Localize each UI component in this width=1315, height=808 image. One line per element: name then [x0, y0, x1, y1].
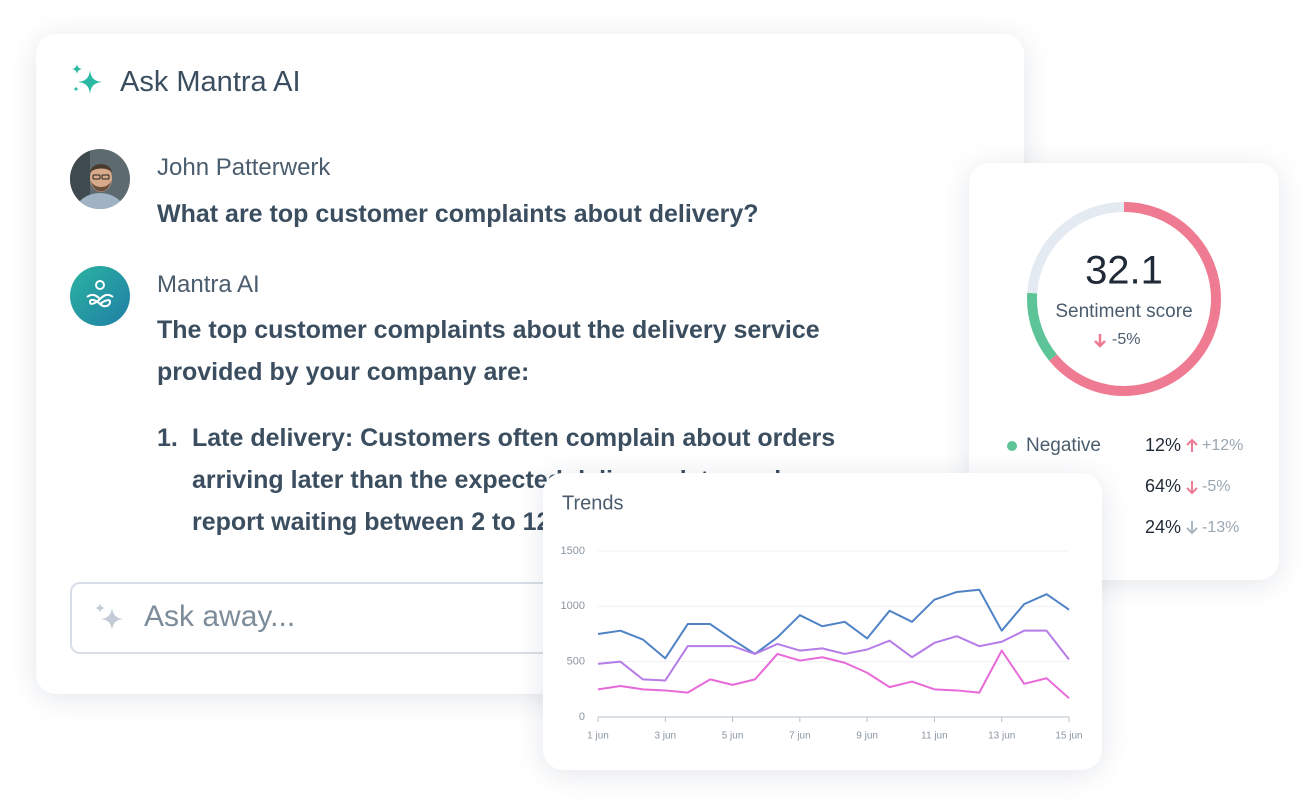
row-change: -13% — [1202, 519, 1239, 536]
x-tick-label: 9 jun — [856, 731, 878, 742]
x-tick-label: 13 jun — [988, 731, 1015, 742]
message-author: John Patterwerk — [157, 154, 331, 181]
trends-card: Trends 0 500 1000 1500 1 jun 3 jun 5 jun 7 jun 9… — [543, 473, 1102, 770]
chart-title: Trends — [562, 492, 624, 514]
chat-title: Ask Mantra AI — [120, 66, 301, 98]
y-tick-label: 1000 — [561, 600, 585, 612]
input-sparkle — [95, 603, 123, 630]
list-number: 1. — [157, 424, 178, 452]
trend-line — [597, 629, 1070, 682]
row-share: 64% — [1145, 476, 1181, 496]
x-tick-label: 11 jun — [921, 731, 948, 742]
sentiment-label: Sentiment score — [1055, 301, 1192, 322]
user-avatar — [70, 149, 130, 209]
row-share: 12% — [1145, 435, 1181, 455]
down-arrow — [1186, 481, 1198, 495]
y-tick-label: 500 — [567, 656, 585, 668]
donut-segment — [1027, 202, 1221, 396]
message-author: Mantra AI — [157, 271, 260, 298]
input-placeholder: Ask away... — [144, 600, 296, 633]
x-tick-label: 15 jun — [1055, 731, 1082, 742]
sentiment-change: -5% — [1112, 331, 1140, 348]
donut-segment — [1027, 202, 1221, 396]
message-text: The top customer complaints about the de… — [157, 316, 820, 386]
row-change: -5% — [1202, 478, 1230, 495]
legend-dot — [1007, 441, 1017, 451]
row-change: +12% — [1202, 437, 1243, 454]
ai-avatar — [70, 266, 130, 326]
trend-line — [597, 588, 1070, 660]
chat-panel: Ask Mantra AI John Patterwerk What are t… — [36, 34, 1024, 694]
x-tick-label: 7 jun — [789, 731, 811, 742]
row-share: 24% — [1145, 517, 1181, 537]
y-tick-label: 1500 — [561, 545, 585, 557]
message-text: What are top customer complaints about d… — [157, 200, 759, 228]
row-label: Negative — [1026, 435, 1101, 456]
x-tick-label: 5 jun — [722, 731, 744, 742]
up-arrow — [1186, 438, 1198, 452]
sparkle-icon — [72, 64, 102, 94]
trends-chart: Trends 0 500 1000 1500 1 jun 3 jun 5 jun 7 jun 9… — [561, 492, 1083, 742]
y-tick-label: 0 — [579, 711, 585, 723]
sentiment-score: 32.1 — [1085, 249, 1163, 293]
x-tick-label: 1 jun — [587, 731, 609, 742]
down-arrow — [1186, 521, 1198, 535]
sentiment-donut: 32.1 Sentiment score -5% Negative 12% +12… — [1007, 202, 1243, 537]
x-tick-label: 3 jun — [654, 731, 676, 742]
trend-line — [597, 649, 1070, 699]
down-arrow — [1094, 334, 1106, 348]
